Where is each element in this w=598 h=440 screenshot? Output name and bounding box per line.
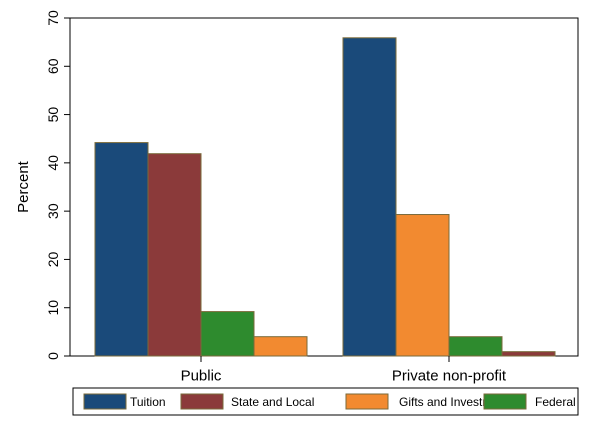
y-tick-label: 0 <box>45 352 61 360</box>
legend-swatch <box>483 393 527 410</box>
x-category-label: Private non-profit <box>392 368 507 385</box>
legend-label: Tuition <box>130 395 166 409</box>
y-tick-label: 30 <box>45 203 61 219</box>
y-tick-label: 60 <box>45 58 61 74</box>
y-tick-label: 50 <box>45 107 61 123</box>
bar-gifts-and-investment-private-non-profit <box>395 214 450 357</box>
legend-swatch <box>83 393 127 410</box>
bar-federal-public <box>200 311 255 357</box>
legend-swatch <box>180 393 224 410</box>
y-tick-label: 10 <box>45 300 61 316</box>
bars <box>94 37 556 357</box>
y-axis-title: Percent <box>15 160 32 213</box>
x-category-label: Public <box>181 368 222 385</box>
bar-state-and-local-private-non-profit <box>501 351 556 357</box>
plot-frame <box>69 17 579 357</box>
legend-swatch <box>345 393 389 410</box>
x-axis: Public Private non-profit <box>181 356 507 385</box>
legend: Tuition State and Local Gifts and Investme… <box>72 387 579 416</box>
y-tick-label: 40 <box>45 155 61 171</box>
bar-tuition-private-non-profit <box>342 37 397 357</box>
plot-area <box>69 17 579 357</box>
bar-tuition-public <box>94 142 149 357</box>
bar-federal-private-non-profit <box>448 336 503 357</box>
y-tick-label: 20 <box>45 251 61 267</box>
legend-label: Federal <box>535 395 576 409</box>
legend-label: State and Local <box>231 395 314 409</box>
bar-gifts-and-investment-public <box>253 336 308 357</box>
bar-state-and-local-public <box>147 153 202 357</box>
y-axis: 0 10 20 30 40 50 60 70 <box>45 10 70 360</box>
y-tick-label: 70 <box>45 10 61 26</box>
legend-label: Gifts and Investment <box>399 395 510 409</box>
